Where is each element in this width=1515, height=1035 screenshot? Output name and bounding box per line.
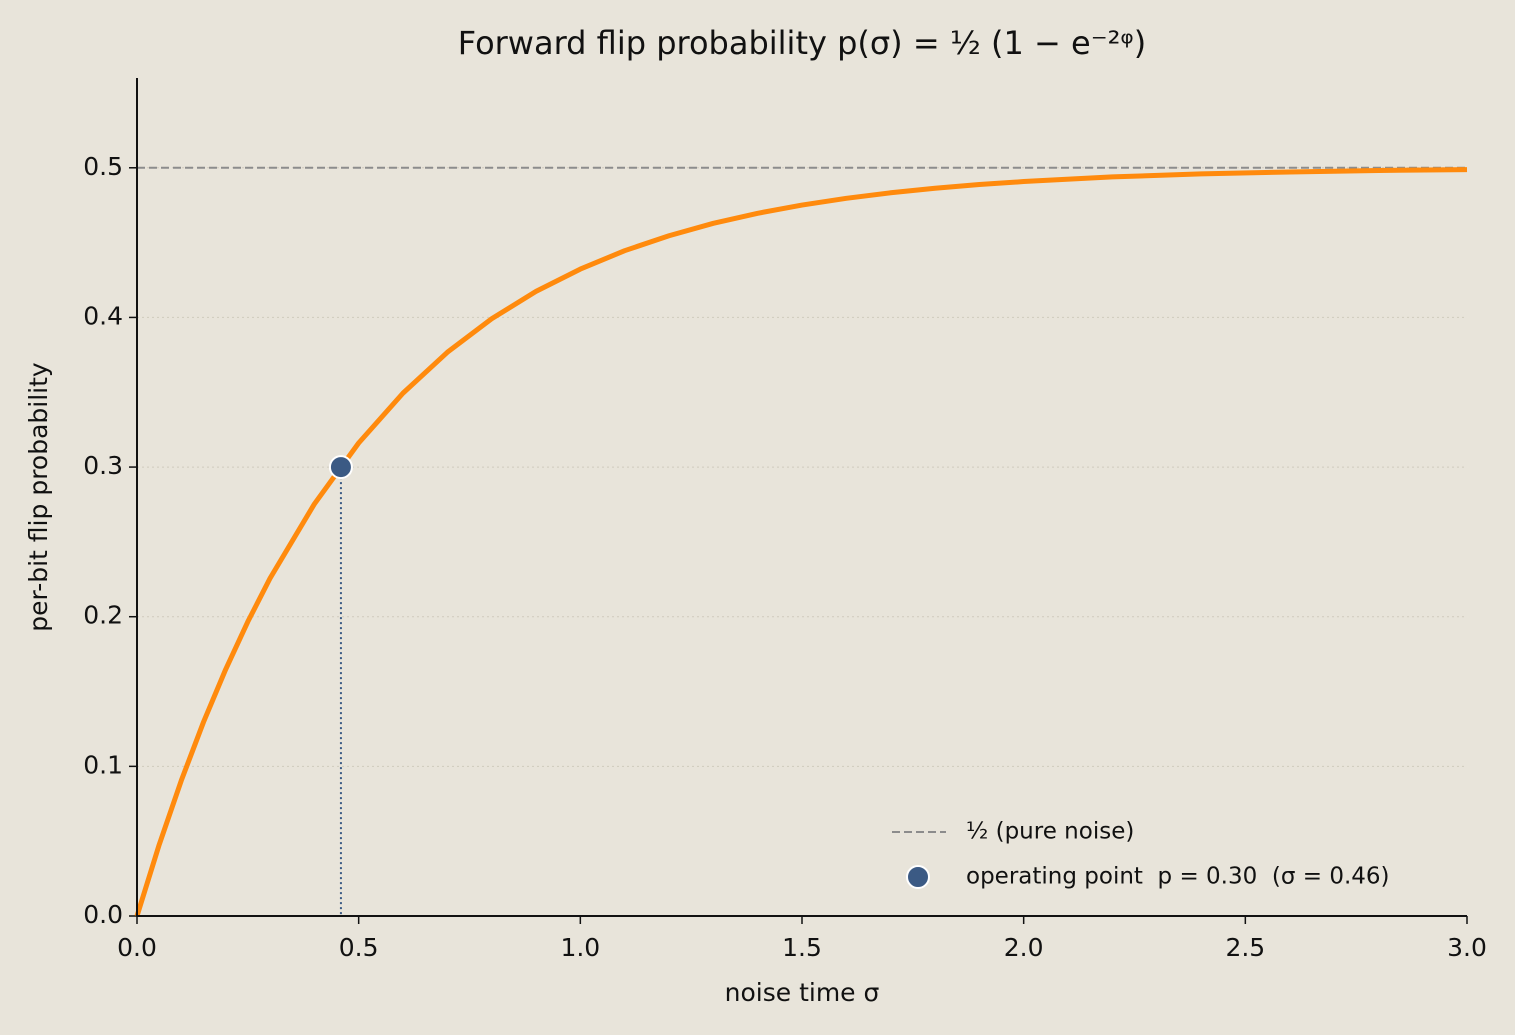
y-tick-label: 0.4 (83, 301, 123, 330)
x-tick-label: 3.0 (1447, 933, 1487, 962)
chart-title: Forward flip probability p(σ) = ½ (1 − e… (458, 24, 1146, 62)
legend-label: ½ (pure noise) (966, 819, 1134, 845)
x-axis-label: noise time σ (725, 978, 880, 1007)
x-tick-label: 0.5 (339, 933, 379, 962)
y-tick-label: 0.2 (83, 601, 123, 630)
x-tick-label: 0.0 (117, 933, 157, 962)
operating-point (328, 455, 353, 480)
x-tick-label: 1.0 (560, 933, 600, 962)
y-tick-label: 0.0 (83, 900, 123, 929)
x-tick-label: 1.5 (782, 933, 822, 962)
x-tick-label: 2.5 (1225, 933, 1265, 962)
y-tick-label: 0.1 (83, 750, 123, 779)
y-tick-label: 0.3 (83, 451, 123, 480)
y-tick-label: 0.5 (83, 152, 123, 181)
y-axis-label: per-bit flip probability (24, 362, 53, 632)
x-tick-label: 2.0 (1004, 933, 1044, 962)
curve (134, 167, 1468, 917)
legend-swatch (906, 865, 930, 889)
legend-label: operating point p = 0.30 (σ = 0.46) (966, 864, 1390, 890)
